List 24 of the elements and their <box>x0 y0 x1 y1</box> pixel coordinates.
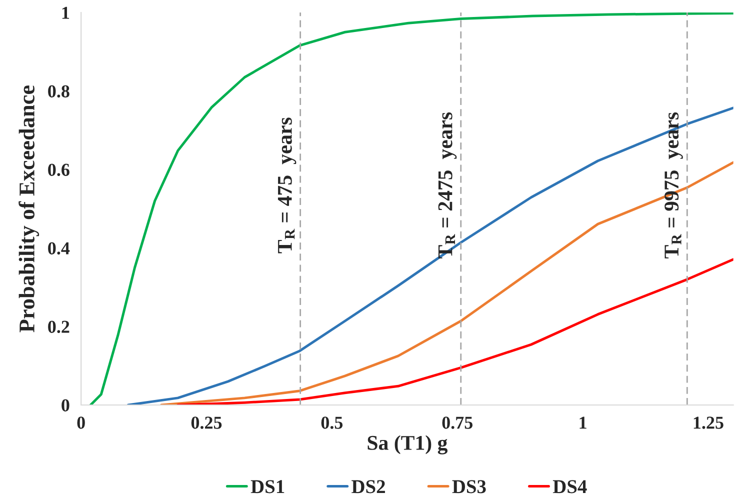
x-tick-label: 1 <box>580 416 586 429</box>
y-tick-label: 0.4 <box>48 242 70 255</box>
x-tick-label: 0.25 <box>191 416 222 429</box>
y-tick-label: 0 <box>62 399 70 412</box>
y-tick-label: 0.6 <box>48 164 70 176</box>
x-tick-label: 0.5 <box>321 416 343 429</box>
annotation: T$_{R}$ = 2475 years <box>438 112 457 258</box>
line-series <box>126 106 734 405</box>
annotation: T$_{R}$ = 9975 years <box>664 112 683 258</box>
x-axis-title: Sa (T1) g <box>368 435 448 454</box>
legend-label: DS4 <box>552 480 587 494</box>
y-tick-label: 1 <box>62 6 70 19</box>
y-tick-label: 0.8 <box>48 85 70 98</box>
x-tick-label: 1.25 <box>694 416 724 429</box>
line-series <box>89 12 734 405</box>
legend-label: DS3 <box>452 480 486 494</box>
x-tick-label: 0 <box>77 416 85 429</box>
y-tick-label: 0.2 <box>48 320 70 334</box>
x-tick-label: 0.75 <box>442 416 473 429</box>
annotation: T$_{R}$ = 475 years <box>278 118 296 254</box>
legend-label: DS2 <box>352 480 385 494</box>
line-series <box>176 258 734 405</box>
legend-label: DS1 <box>250 480 284 494</box>
y-axis-title: Probability of Exceedance <box>18 85 40 332</box>
